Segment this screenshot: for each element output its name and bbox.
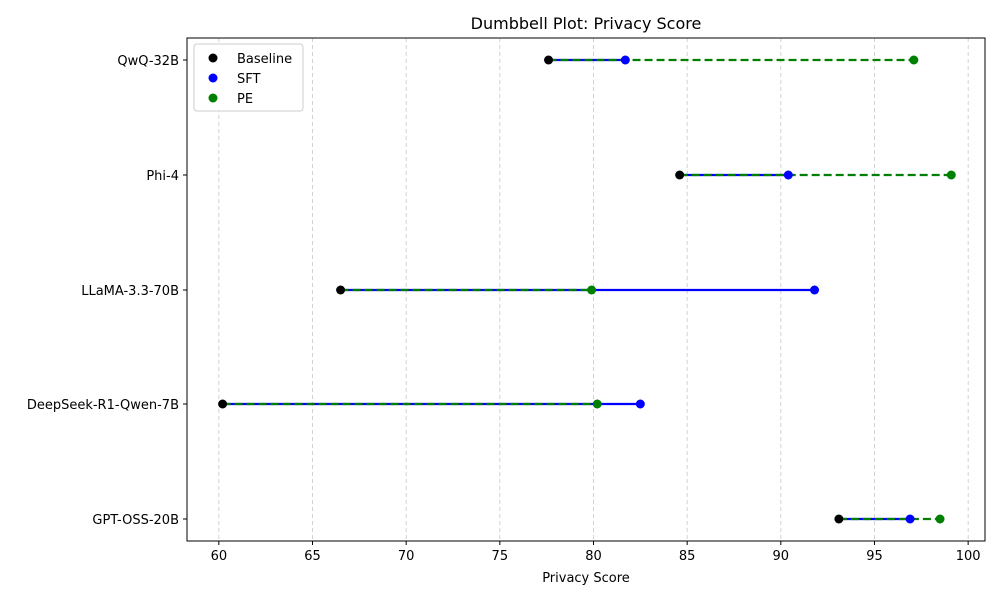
baseline-point [218,399,228,409]
legend-marker [208,53,218,63]
y-tick-label: LLaMA-3.3-70B [81,284,179,299]
x-tick-label: 70 [398,549,415,564]
y-tick-label: DeepSeek-R1-Qwen-7B [27,398,179,413]
x-tick-label: 80 [585,549,602,564]
legend-box [193,43,304,112]
x-axis: 60 65 70 75 80 85 90 95 100 [211,541,981,564]
legend-marker [208,73,218,83]
baseline-point [336,285,346,295]
legend-marker [208,93,218,103]
chart-title: Dumbbell Plot: Privacy Score [471,14,702,33]
x-tick-label: 60 [211,549,228,564]
y-axis: QwQ-32B Phi-4 LLaMA-3.3-70B DeepSeek-R1-Qwe… [27,54,187,528]
pe-point [946,170,956,180]
x-tick-label: 90 [773,549,790,564]
legend-label: SFT [237,72,261,87]
pe-point [909,55,919,65]
sft-point [905,514,915,524]
x-tick-label: 65 [304,549,321,564]
x-axis-label: Privacy Score [542,571,630,586]
pe-point [935,514,945,524]
baseline-point [834,514,844,524]
y-tick-label: QwQ-32B [117,54,179,69]
dumbbell-lines [222,58,952,521]
sft-point [783,170,793,180]
pe-point [587,285,597,295]
pe-point [592,399,602,409]
x-tick-label: 85 [679,549,696,564]
dumbbell-points [218,55,956,524]
x-tick-label: 100 [956,549,981,564]
sft-point [635,399,645,409]
baseline-point [675,170,685,180]
baseline-point [544,55,554,65]
y-tick-label: Phi-4 [146,169,179,184]
legend-label: Baseline [237,52,292,67]
legend-label: PE [237,92,253,107]
sft-point [620,55,630,65]
legend: Baseline SFT PE [193,43,304,112]
x-tick-label: 75 [492,549,509,564]
x-tick-label: 95 [866,549,883,564]
y-tick-label: GPT-OSS-20B [92,513,179,528]
sft-point [810,285,820,295]
